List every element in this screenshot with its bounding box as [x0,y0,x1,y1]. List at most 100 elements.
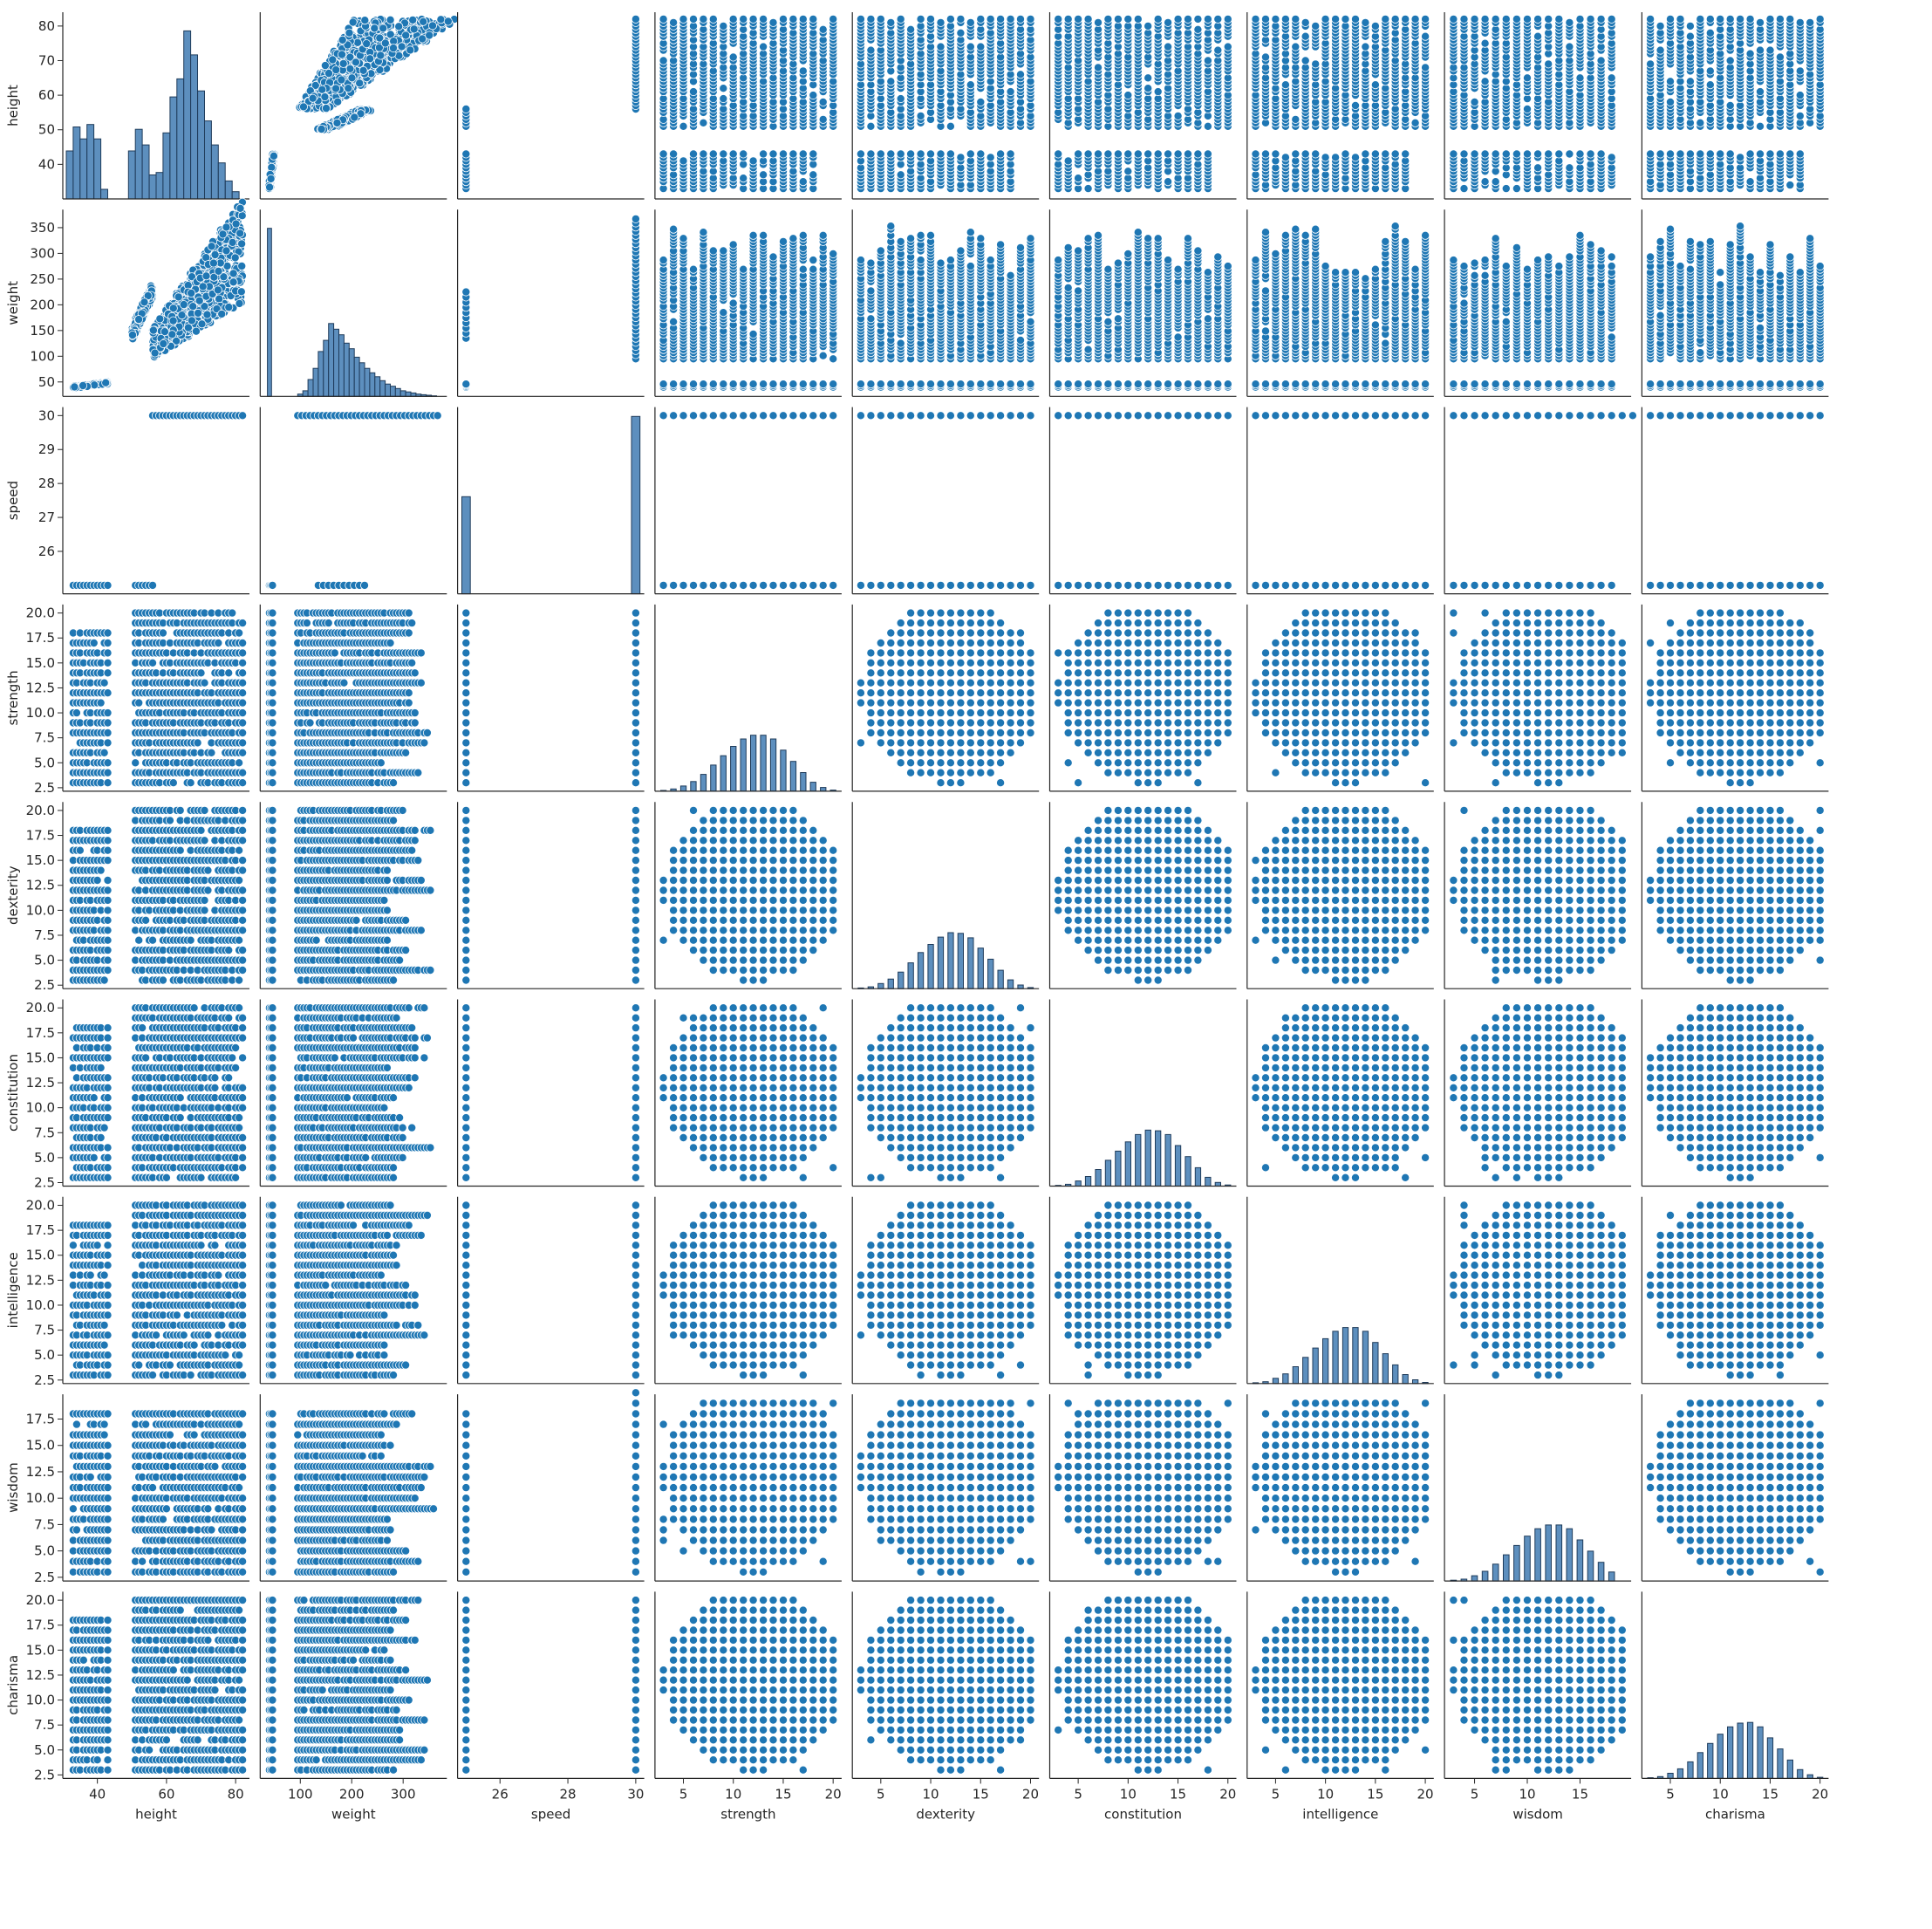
scatter-point [789,15,797,23]
scatter-point [700,15,707,23]
scatter-point [351,113,358,121]
scatter-point [268,163,276,171]
scatter-point [689,150,697,158]
y-tick-label: 60 [38,87,55,103]
scatter-point [352,58,359,66]
scatter-point [444,17,452,25]
scatter-point [348,74,356,82]
scatter-point [799,178,807,186]
scatter-point [819,115,827,123]
histogram-bar [218,163,225,199]
scatter-point [317,125,325,133]
scatter-point [356,79,364,87]
scatter-point [867,46,875,54]
scatter-point [462,105,470,113]
scatter-point [819,25,827,33]
histogram-bar [225,181,232,199]
scatter-point [366,55,374,63]
scatter-point [381,39,389,47]
scatter-point [779,150,787,158]
scatter-point [749,15,757,23]
scatter-point [462,150,470,158]
scatter-point [729,150,737,158]
histogram-bar [73,127,80,200]
histogram-bar [156,173,163,199]
histogram-bar [87,125,94,199]
panel-height-vs-strength [655,12,842,199]
scatter-point [867,150,875,158]
scatter-point [779,15,787,23]
scatter-point [769,150,777,158]
scatter-point [395,23,403,31]
scatter-point [679,15,687,23]
histogram-bar [94,139,101,199]
scatter-point [799,67,807,75]
scatter-point [769,18,777,26]
scatter-point [267,174,275,182]
scatter-point [809,92,817,99]
scatter-point [339,59,347,67]
scatter-point [363,40,371,48]
histogram-bar [101,189,108,199]
scatter-point [857,150,864,158]
scatter-point [420,17,427,25]
histogram-bar [184,31,191,199]
scatter-point [670,150,678,158]
scatter-point [428,22,436,30]
scatter-point [322,105,330,113]
scatter-point [379,24,387,32]
y-tick-label: 40 [38,156,55,172]
scatter-point [318,86,326,93]
scatter-point [799,15,807,23]
scatter-point [809,15,817,23]
scatter-point [720,95,727,103]
scatter-point [329,56,337,64]
panel-height-vs-dexterity [852,12,1039,199]
scatter-point [809,171,817,179]
scatter-point [371,24,379,32]
scatter-point [309,94,317,102]
histogram-bar [135,129,142,199]
scatter-point [410,25,418,33]
histogram-bar [170,97,177,199]
scatter-point [819,98,827,106]
scatter-point [361,17,369,24]
scatter-point [867,122,875,130]
histogram-bar [80,139,87,199]
y-tick-label: 70 [38,52,55,68]
scatter-point [689,15,697,23]
scatter-point [659,150,667,158]
scatter-point [809,150,817,158]
scatter-point [679,122,687,130]
scatter-point [353,38,361,46]
histogram-bar [211,145,218,199]
histogram-bar [205,121,212,199]
scatter-point [338,36,346,44]
scatter-point [740,15,748,23]
histogram-bar [198,91,205,199]
histogram-bar [232,192,239,199]
scatter-point [270,152,277,160]
scatter-point [324,70,332,78]
scatter-point [760,43,768,51]
scatter-point [386,16,394,24]
scatter-point [409,16,417,24]
scatter-point [670,18,678,26]
scatter-point [331,85,339,92]
scatter-point [299,103,307,111]
scatter-point [402,31,410,39]
scatter-point [740,150,748,158]
scatter-point [659,57,667,65]
histogram-bar [128,151,135,199]
scatter-point [333,119,341,127]
scatter-point [867,15,875,23]
histogram-bar [149,175,156,200]
scatter-point [760,171,768,179]
scatter-point [437,16,445,24]
scatter-point [426,31,434,39]
scatter-point [398,43,406,51]
scatter-point [389,44,397,52]
histogram-bar [191,55,198,199]
scatter-point [720,22,727,30]
